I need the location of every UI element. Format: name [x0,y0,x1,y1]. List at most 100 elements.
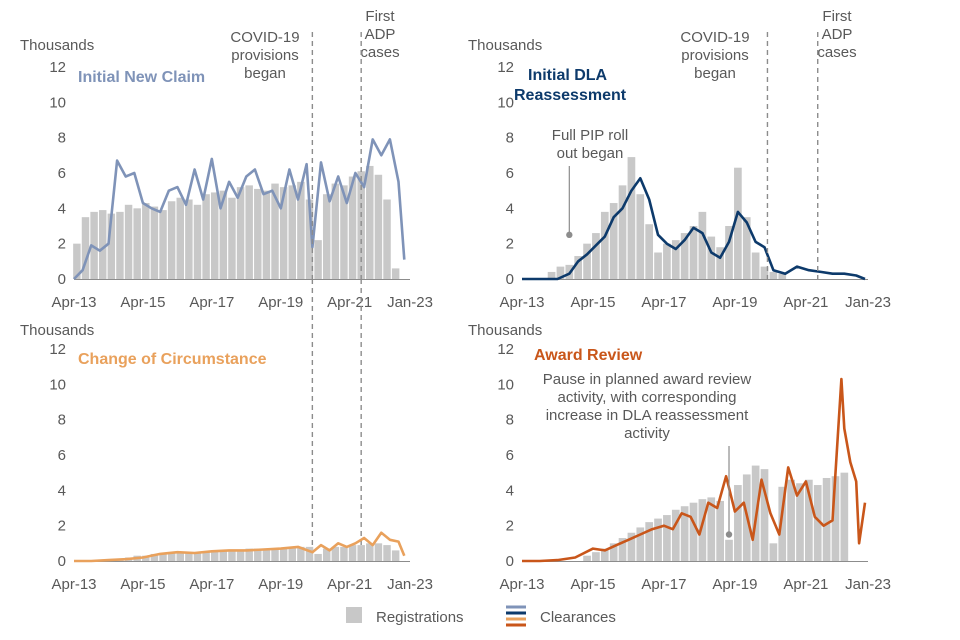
registrations-bar [725,539,733,561]
x-tick-label: Apr-13 [51,576,96,593]
registrations-bar [645,224,654,279]
panel-initial-dla-reassessment: Thousands 0 2 4 6 8 10 12 Apr-13 Apr-15 Apr-17 Apr-… [468,8,891,311]
x-tick-label: Apr-13 [499,576,544,593]
registrations-bar [236,550,245,561]
panel-change-of-circumstance: Thousands 0 2 4 6 8 10 12 Apr-13 Apr-15 Apr-17 Apr-… [20,322,433,593]
registrations-bar [831,476,840,561]
registrations-bar [574,256,583,279]
y-tick-label: 10 [497,94,514,111]
registrations-bar [331,183,340,279]
registrations-bar [210,550,219,561]
registrations-bar [374,174,383,279]
registrations-bar [734,167,742,279]
registrations-bar [671,240,680,279]
annotation-label: First ADP cases [817,8,856,61]
y-tick-label: 2 [506,236,514,253]
registrations-bar [228,197,236,279]
panel-title: Initial DLA Reassessment [514,67,627,104]
registrations-bar [698,211,707,279]
x-tick-label: Apr-21 [327,294,372,311]
y-tick-label: 4 [506,482,514,499]
registrations-bar [769,543,778,561]
x-tick-label: Apr-19 [712,294,757,311]
registrations-bar [383,199,391,279]
registrations-bar [219,190,228,279]
registrations-bar [167,552,176,561]
registrations-bar [689,226,698,279]
y-tick-label: 6 [506,165,514,182]
registrations-bar [254,548,262,561]
registrations-bar [297,181,305,279]
registrations-bar [90,211,98,279]
registrations-bar [262,548,271,561]
y-tick-label: 0 [58,553,66,570]
legend-clearances-label: Clearances [540,609,616,626]
y-tick-label: 8 [506,412,514,429]
registrations-bar [142,555,150,561]
registrations-bar [645,522,654,561]
x-tick-label: Apr-17 [641,294,686,311]
registrations-bar [348,545,357,561]
annotation-label: Pause in planned award review activity, w… [543,371,752,442]
registrations-bar [262,190,271,279]
y-tick-label: 10 [49,376,66,393]
registrations-bar [760,266,769,279]
panel-title: Initial New Claim [78,69,205,86]
registrations-bar [751,252,760,279]
registrations-bar [305,546,314,561]
registrations-bar [760,469,769,561]
y-tick-label: 6 [58,447,66,464]
registrations-bar [124,204,133,279]
registrations-bar [314,553,322,561]
x-tick-label: Apr-17 [189,294,234,311]
registrations-bar [210,192,219,279]
registrations-bar [618,538,627,561]
y-tick-label: 6 [506,447,514,464]
registrations-bar [627,532,636,561]
registrations-bar [707,236,716,279]
registrations-bar [366,543,374,561]
registrations-bar [583,243,591,279]
panel-title: Award Review [534,347,643,364]
registrations-bar [271,183,279,279]
registrations-bar [271,548,279,561]
registrations-bar [81,217,90,279]
x-tick-label: Apr-19 [258,576,303,593]
x-tick-label: Jan-23 [845,294,891,311]
x-tick-label: Apr-17 [189,576,234,593]
registrations-bar [742,217,751,279]
x-tick-label: Apr-15 [120,294,165,311]
registrations-bar [314,240,322,279]
registrations-bar [116,211,124,279]
x-tick-label: Apr-21 [783,294,828,311]
panel-title: Change of Circumstance [78,351,267,368]
registrations-bar [176,197,184,279]
registrations-bar [202,194,210,279]
x-tick-label: Jan-23 [387,294,433,311]
annotation-label: COVID-19 provisions began [680,29,749,82]
y-unit-label: Thousands [20,322,94,339]
registrations-bar [547,271,556,279]
annotation-label: COVID-19 provisions began [230,29,299,82]
registrations-bar [813,485,822,561]
registrations-bar [654,518,662,561]
registrations-bar [609,203,618,279]
clearances-line [73,138,406,280]
y-tick-label: 2 [58,518,66,535]
registrations-bar [663,515,671,561]
registrations-bar [322,548,331,561]
registrations-bar [279,187,288,279]
registrations-bar [279,548,288,561]
registrations-bar [707,497,716,561]
registrations-bar [193,552,202,561]
registrations-bar [254,188,262,279]
x-tick-label: Apr-13 [499,294,544,311]
registrations-bar [600,548,609,561]
registrations-bar [245,548,253,561]
y-tick-label: 8 [58,130,66,147]
clearances-line [522,177,866,281]
x-tick-label: Jan-23 [387,576,433,593]
registrations-bar [805,479,813,561]
x-tick-label: Apr-15 [570,294,615,311]
